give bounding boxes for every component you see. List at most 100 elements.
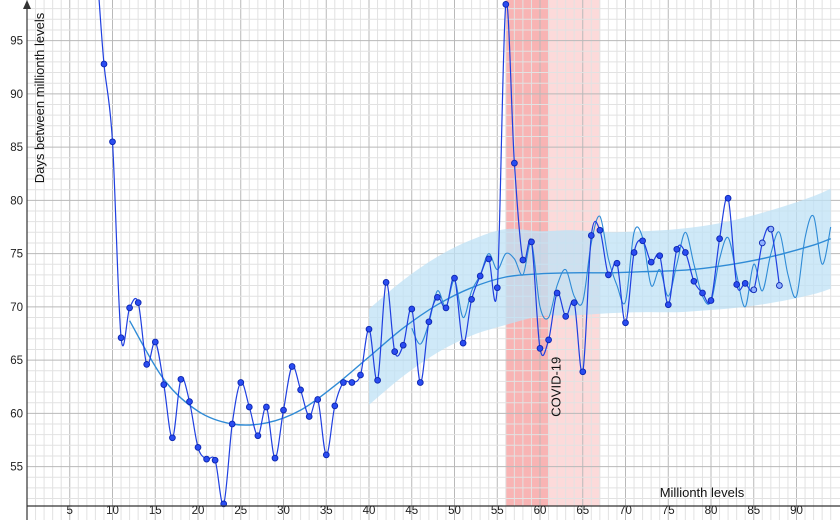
data-point-64 — [570, 299, 578, 306]
trend-confidence-band — [369, 188, 831, 405]
data-point-48 — [434, 293, 441, 301]
y-tick-75: 75 — [10, 249, 23, 261]
data-point-73 — [647, 258, 655, 266]
data-point-82 — [724, 194, 732, 202]
data-point-27 — [254, 432, 262, 440]
data-point-26 — [245, 403, 253, 411]
y-tick-60: 60 — [10, 408, 23, 420]
data-point-53 — [476, 272, 484, 280]
y-axis-arrow — [23, 0, 31, 9]
data-point-66 — [587, 232, 595, 239]
data-point-88 — [776, 282, 783, 289]
data-point-43 — [391, 348, 399, 355]
data-point-78 — [690, 277, 698, 285]
data-point-10 — [109, 138, 116, 146]
data-point-57 — [511, 159, 518, 167]
data-point-77 — [682, 249, 689, 256]
x-tick-80: 80 — [705, 505, 718, 517]
data-point-14 — [143, 361, 151, 368]
data-point-35 — [322, 451, 330, 459]
data-point-9 — [100, 60, 108, 68]
data-point-24 — [228, 420, 236, 428]
data-point-38 — [348, 379, 356, 386]
data-point-32 — [297, 386, 304, 394]
data-point-71 — [630, 249, 638, 256]
x-tick-10: 10 — [106, 505, 119, 517]
x-tick-30: 30 — [277, 505, 290, 517]
data-point-37 — [340, 379, 347, 386]
data-point-52 — [468, 296, 475, 303]
tick-labels: 5 10 15 20 25 30 35 40 45 50 55 60 65 70 75 80 85 90 55 60 6… — [10, 36, 803, 517]
data-series — [98, 0, 783, 508]
data-point-68 — [605, 271, 612, 279]
data-point-50 — [451, 274, 458, 282]
data-point-30 — [280, 406, 287, 414]
y-tick-95: 95 — [10, 36, 23, 48]
data-point-65 — [579, 368, 587, 376]
data-point-12 — [126, 304, 133, 312]
data-point-54 — [485, 255, 493, 263]
data-point-25 — [237, 379, 245, 386]
y-axis-title: Days between millionth levels — [32, 12, 47, 183]
x-tick-15: 15 — [149, 505, 162, 517]
data-point-87 — [767, 225, 775, 233]
y-tick-55: 55 — [10, 462, 23, 474]
data-point-72 — [639, 237, 646, 245]
y-tick-70: 70 — [10, 302, 23, 314]
axes — [23, 0, 840, 520]
data-point-39 — [357, 371, 364, 379]
x-tick-25: 25 — [234, 505, 247, 517]
covid-annotation: COVID-19 — [549, 357, 564, 417]
data-point-29 — [271, 454, 279, 462]
x-tick-20: 20 — [192, 505, 205, 517]
data-point-85 — [750, 286, 758, 294]
data-point-23 — [220, 500, 228, 508]
data-point-20 — [194, 444, 202, 451]
y-tick-90: 90 — [10, 89, 23, 101]
data-point-13 — [134, 299, 142, 306]
data-point-21 — [203, 455, 210, 463]
x-tick-90: 90 — [790, 505, 803, 517]
data-point-80 — [707, 297, 715, 304]
x-tick-55: 55 — [491, 505, 504, 517]
x-tick-50: 50 — [448, 505, 461, 517]
data-point-11 — [117, 334, 125, 342]
x-tick-85: 85 — [747, 505, 760, 517]
data-point-19 — [186, 398, 193, 405]
data-point-46 — [416, 379, 424, 386]
x-tick-40: 40 — [363, 505, 376, 517]
data-point-31 — [288, 363, 296, 370]
x-axis-title: Millionth levels — [660, 485, 745, 500]
data-point-60 — [536, 345, 544, 352]
x-tick-60: 60 — [534, 505, 547, 517]
data-point-49 — [442, 304, 450, 312]
data-point-55 — [493, 284, 501, 292]
data-point-75 — [664, 301, 672, 309]
x-tick-65: 65 — [576, 505, 589, 517]
data-point-74 — [656, 252, 664, 260]
data-point-22 — [211, 456, 219, 464]
y-tick-80: 80 — [10, 195, 23, 207]
data-point-33 — [305, 413, 313, 420]
data-point-45 — [408, 305, 416, 313]
y-tick-65: 65 — [10, 355, 23, 367]
data-point-81 — [716, 235, 723, 243]
data-point-79 — [699, 289, 706, 297]
data-point-47 — [425, 318, 433, 326]
data-point-61 — [545, 336, 552, 344]
data-point-83 — [733, 281, 741, 288]
data-point-56 — [502, 1, 510, 8]
data-point-44 — [399, 341, 407, 349]
data-point-63 — [562, 313, 570, 320]
data-point-42 — [382, 279, 390, 286]
trend-line — [128, 238, 831, 426]
data-point-62 — [553, 289, 561, 297]
confidence-band — [369, 188, 831, 405]
data-point-41 — [374, 376, 381, 384]
data-point-36 — [331, 402, 339, 410]
data-point-16 — [160, 381, 168, 388]
data-point-59 — [528, 238, 535, 246]
data-point-28 — [263, 403, 270, 411]
data-point-51 — [459, 339, 467, 347]
data-point-86 — [758, 239, 766, 247]
